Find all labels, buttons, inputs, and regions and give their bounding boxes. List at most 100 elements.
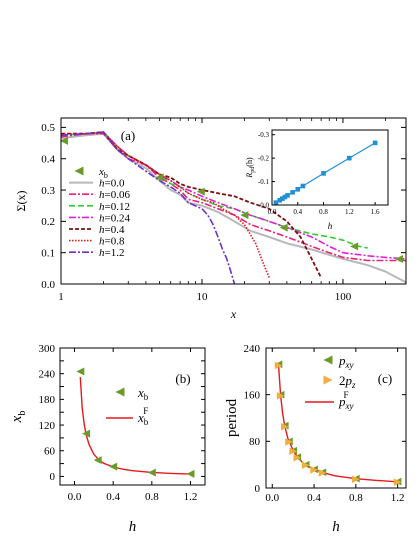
data-point-2pz	[393, 478, 402, 486]
y-axis-label: period	[224, 398, 240, 437]
inset-y-label: Rpd(h)	[245, 157, 256, 179]
legend-value: =0.12	[105, 201, 130, 213]
legend-label: h=0.8	[99, 236, 125, 248]
panel-label: (b)	[175, 371, 190, 386]
x-tick-label: 0.0	[265, 492, 279, 504]
panel-label: (a)	[121, 128, 135, 143]
inset-data-point	[285, 193, 290, 198]
legend-label: h=0.4	[99, 224, 125, 236]
legend-label: h=0.12	[99, 201, 130, 213]
series-line-h-1-2	[61, 131, 236, 284]
inset-y-arg: (h)	[245, 157, 254, 167]
x-tick-label: 100	[335, 291, 352, 303]
x-tick-label: 1	[58, 291, 64, 303]
legend-sup: F	[143, 406, 148, 416]
y-axis-label: xb	[9, 411, 28, 424]
y-tick-label: 0.0	[260, 201, 269, 209]
data-point-2pz	[352, 475, 360, 484]
y-tick-label: -0.3	[258, 131, 270, 139]
x-tick-label: 1.6	[371, 208, 380, 216]
inset-data-point	[295, 186, 301, 192]
legend-value: =0.06	[105, 189, 131, 201]
legend-value: =0.24	[105, 212, 131, 224]
data-point-xb	[196, 187, 205, 196]
y-tick-label: 120	[39, 420, 56, 432]
legend-marker	[74, 166, 84, 176]
inset-data-point	[282, 194, 288, 200]
legend-var: h	[99, 236, 105, 248]
data-point-xb	[93, 456, 102, 465]
x-axis-label: h	[129, 519, 137, 535]
legend-var: h	[99, 189, 105, 201]
x-tick-label: 0.4	[307, 492, 321, 504]
inset-data-point	[280, 196, 285, 201]
x-tick-label: 0.4	[293, 208, 302, 216]
inset-data-point	[277, 198, 283, 203]
legend-label: xb	[137, 385, 149, 402]
legend-var: h	[99, 247, 105, 259]
inset-data-point	[290, 190, 295, 195]
y-tick-label: 0	[255, 483, 261, 495]
y-tick-label: 0.4	[41, 154, 55, 166]
y-tick-label: -0.2	[258, 155, 270, 163]
y-axis-label: Σ(x)	[14, 191, 28, 212]
legend-sub: xy	[345, 401, 354, 411]
x-tick-label: 0.0	[268, 208, 277, 216]
data-point-xb	[240, 211, 249, 220]
data-point-2pz	[293, 453, 302, 462]
legend-label: 2pz	[339, 373, 356, 390]
legend-var: p	[338, 394, 346, 409]
legend-marker	[323, 355, 333, 365]
data-point-2pz	[301, 461, 310, 470]
legend-value: =0.0	[105, 178, 125, 190]
y-tick-label: 0.1	[41, 248, 55, 260]
legend-sub: xy	[345, 360, 354, 370]
legend-marker	[323, 375, 333, 385]
data-point-2pz	[285, 438, 293, 446]
data-point-xb	[350, 242, 359, 251]
y-tick-label: 0	[50, 471, 56, 483]
inset-y-sub: pd	[250, 167, 256, 173]
y-axis-sub: b	[17, 411, 28, 416]
y-tick-label: 300	[39, 343, 56, 355]
legend-sub: b	[104, 171, 108, 180]
series-line-h-0-4	[61, 131, 322, 279]
y-tick-label: 160	[244, 390, 261, 402]
y-tick-label: 180	[39, 394, 56, 406]
legend-value: =1.2	[105, 247, 125, 259]
x-tick-label: 1.2	[391, 492, 405, 504]
data-point-2pz	[274, 361, 283, 370]
series-line-h-0-8	[61, 131, 270, 279]
legend-sub: b	[144, 392, 149, 402]
legend-var: p	[338, 353, 346, 368]
y-tick-label: 240	[39, 368, 56, 380]
data-point-xb	[82, 429, 91, 438]
legend-var: p	[345, 373, 353, 388]
legend-var: h	[99, 201, 105, 213]
legend-label: pxyF	[338, 390, 354, 411]
x-tick-label: 0.4	[106, 491, 120, 503]
data-point-xb	[155, 173, 164, 182]
legend-label: h=0.24	[99, 212, 130, 224]
legend-var: h	[99, 178, 105, 190]
y-tick-label: 0.5	[41, 122, 55, 134]
data-point-2pz	[318, 469, 327, 477]
data-point-xb	[76, 367, 85, 376]
y-tick-label: -0.1	[258, 178, 270, 186]
plot-frame-b	[59, 347, 206, 486]
y-tick-label: 80	[249, 436, 261, 448]
inset-data-point	[372, 140, 378, 146]
inset-x-label: h	[328, 221, 333, 231]
x-tick-label: 0.8	[349, 492, 363, 504]
x-tick-label: 1.2	[184, 491, 198, 503]
plot-frame-a	[60, 117, 407, 285]
panel-a-inset: 0.0 -0.1 -0.2 -0.3 0.0 0.4 0.8 1.2 1.6 h Rpd(h)	[245, 129, 389, 231]
legend-value: =0.8	[105, 236, 125, 248]
legend-label: h=1.2	[99, 247, 124, 259]
data-point-2pz	[310, 466, 318, 474]
inset-data-point	[273, 200, 279, 205]
legend-sub: b	[144, 417, 149, 427]
